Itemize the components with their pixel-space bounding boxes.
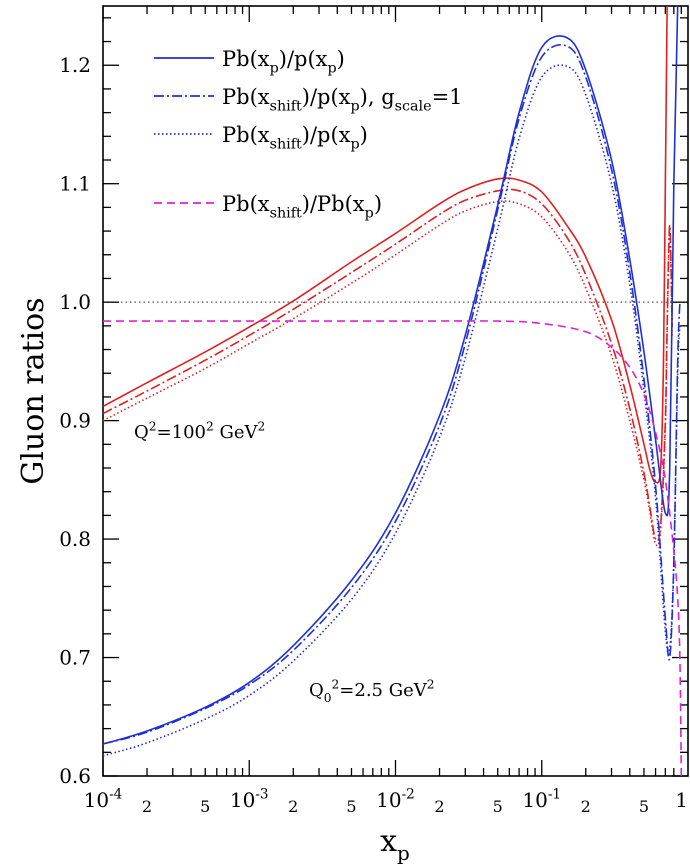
label-part: Q xyxy=(134,422,149,443)
y-tick-label: 0.6 xyxy=(59,764,91,788)
label-part: p xyxy=(351,99,360,115)
label-part: =1 xyxy=(432,85,463,109)
x-minor-tick-label: 5 xyxy=(493,797,503,816)
x-minor-tick-label: 2 xyxy=(581,797,591,816)
label-part: 10 xyxy=(230,788,255,812)
label-part: Pb(x xyxy=(222,47,270,71)
label-part: 2 xyxy=(332,678,340,692)
y-tick-label: 1.2 xyxy=(59,53,91,77)
label-part: scale xyxy=(395,99,432,115)
legend-label-4: Pb(xshift)/Pb(xp) xyxy=(222,192,382,222)
label-part: Q xyxy=(309,680,324,701)
label-part: Pb(x xyxy=(222,192,270,216)
y-tick-label: 0.7 xyxy=(59,646,91,670)
x-axis-title-sub: p xyxy=(397,841,410,865)
label-part: 0 xyxy=(324,691,332,705)
x-tick-label: 10-2 xyxy=(376,787,415,812)
label-part: Pb(x xyxy=(222,123,270,147)
label-part: )/p(x xyxy=(279,47,328,71)
series-line-4 xyxy=(103,6,679,745)
label-part: 2 xyxy=(258,419,266,433)
x-minor-tick-label: 5 xyxy=(639,797,649,816)
label-part: 10 xyxy=(376,788,401,812)
x-tick-label: 10-4 xyxy=(84,787,123,812)
label-part: p xyxy=(270,61,279,77)
label-part: 2 xyxy=(206,419,214,433)
x-tick-labels: 10-4 10-3 10-2 10-1 12 5 2 5 2 5 2 5 xyxy=(84,787,688,816)
y-tick-label: 1.1 xyxy=(59,172,91,196)
series-line-1 xyxy=(103,6,668,484)
label-part: )/p(x xyxy=(302,123,351,147)
x-minor-tick-label: 2 xyxy=(142,797,152,816)
label-part: p xyxy=(328,61,337,77)
label-part: ), g xyxy=(360,85,395,109)
label-part: ) xyxy=(337,47,345,71)
x-minor-tick-label: 2 xyxy=(288,797,298,816)
legend-label-3: Pb(xshift)/p(xp) xyxy=(222,123,368,153)
legend-label-2: Pb(xshift)/p(xp), gscale=1 xyxy=(222,85,463,115)
x-tick-label: 10-1 xyxy=(522,787,561,812)
x-minor-tick-label: 5 xyxy=(200,797,210,816)
label-part: )/p(x xyxy=(302,85,351,109)
x-minor-tick-label: 5 xyxy=(346,797,356,816)
annotation-q2-high: Q2=1002 GeV2 xyxy=(134,419,265,443)
y-tick-labels: 0.6 0.7 0.8 0.9 1.0 1.1 1.2 xyxy=(59,53,91,788)
label-part: shift xyxy=(270,99,302,115)
label-part: GeV xyxy=(214,422,259,443)
series-line-3 xyxy=(103,200,674,547)
series-line-2 xyxy=(103,188,674,542)
label-part: shift xyxy=(270,137,302,153)
axis-ticks xyxy=(102,6,688,777)
x-axis-title: xp xyxy=(380,824,410,865)
label-part: -4 xyxy=(109,787,122,803)
label-part: -3 xyxy=(255,787,268,803)
label-part: =100 xyxy=(157,422,206,443)
y-axis-title: Gluon ratios xyxy=(16,297,51,484)
y-tick-label: 0.8 xyxy=(59,527,91,551)
x-axis-title-main: x xyxy=(380,824,397,859)
label-part: p xyxy=(351,137,360,153)
legend-label-1: Pb(xp)/p(xp) xyxy=(222,47,345,77)
x-tick-label: 10-3 xyxy=(230,787,269,812)
plot-frame xyxy=(102,5,689,777)
label-part: ) xyxy=(360,123,368,147)
label-part: shift xyxy=(270,206,302,222)
series-line-7 xyxy=(103,320,683,776)
series-layer xyxy=(103,6,683,776)
label-part: ) xyxy=(374,192,382,216)
label-part: =2.5 GeV xyxy=(339,680,427,701)
label-part: 10 xyxy=(522,788,547,812)
x-tick-label: 1 xyxy=(675,788,688,812)
label-part: 2 xyxy=(427,678,435,692)
label-part: p xyxy=(365,206,374,222)
label-part: -2 xyxy=(402,787,415,803)
y-tick-label: 1.0 xyxy=(59,290,91,314)
label-part: -1 xyxy=(548,787,561,803)
y-tick-label: 0.9 xyxy=(59,409,91,433)
annotation-q0: Q02=2.5 GeV2 xyxy=(309,678,435,705)
label-part: 2 xyxy=(149,419,157,433)
x-minor-tick-label: 2 xyxy=(434,797,444,816)
series-line-6 xyxy=(103,64,681,757)
label-part: 10 xyxy=(84,788,109,812)
label-part: )/Pb(x xyxy=(302,192,365,216)
label-part: Pb(x xyxy=(222,85,270,109)
legend: Pb(xp)/p(xp)Pb(xshift)/p(xp), gscale=1Pb… xyxy=(154,47,463,222)
series-line-5 xyxy=(103,44,681,745)
